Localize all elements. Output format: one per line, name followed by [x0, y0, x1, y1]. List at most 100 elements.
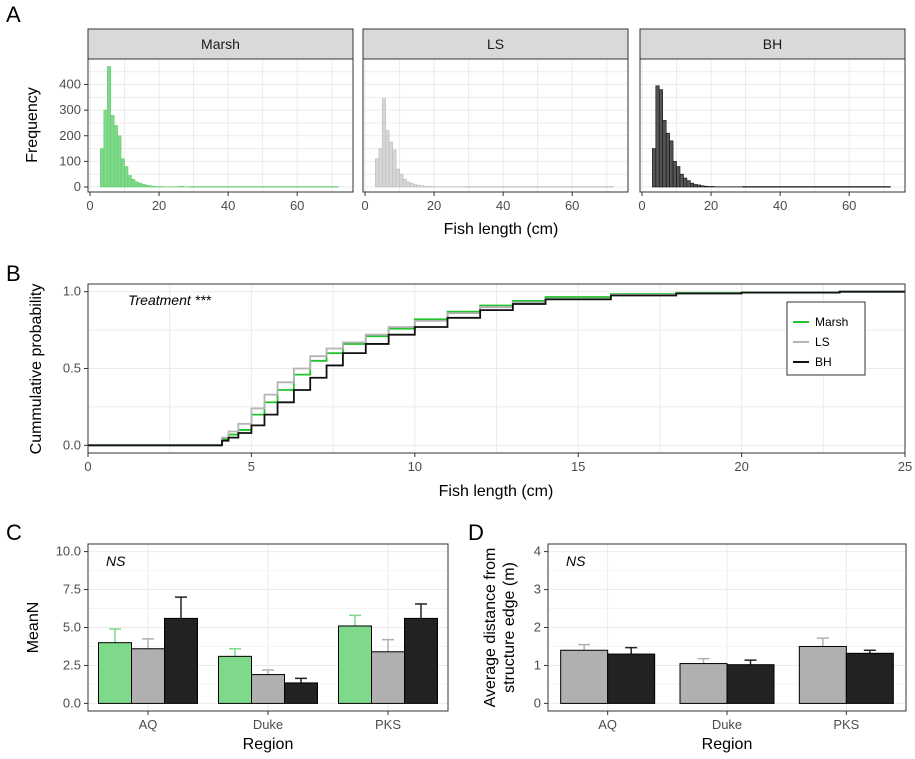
x-tick-label: Duke [253, 717, 283, 732]
x-tick-label: PKS [833, 717, 859, 732]
histogram-bar [658, 89, 664, 188]
histogram-bar [117, 135, 122, 188]
bar [371, 651, 405, 704]
facet-label: LS [487, 36, 504, 52]
facet-label: Marsh [201, 36, 240, 52]
histogram-bar [413, 184, 418, 188]
histogram-bar [707, 186, 712, 188]
bar [218, 655, 252, 704]
histogram-bar [103, 109, 108, 188]
panel-letter-d: D [468, 520, 484, 545]
ecdf-line [88, 290, 905, 447]
y-tick-label: 2.5 [63, 657, 81, 672]
histogram-bar [124, 166, 129, 188]
y-tick-label: 300 [59, 102, 81, 117]
x-tick-label: 60 [842, 198, 856, 213]
legend-label: BH [815, 355, 832, 369]
x-tick-label: 40 [496, 198, 510, 213]
x-tick-label: PKS [375, 717, 401, 732]
histogram-bar [652, 148, 657, 188]
bar [560, 649, 609, 704]
panel-letter-a: A [6, 2, 21, 27]
ns-annotation: NS [106, 553, 126, 569]
histogram-bar [158, 186, 163, 188]
bar [338, 625, 372, 704]
x-tick-label: 10 [408, 459, 422, 474]
y-tick-label: 0.0 [63, 437, 81, 452]
y-axis-title: MeanN [25, 602, 42, 654]
histogram-bar [710, 186, 715, 188]
bar [607, 653, 656, 704]
x-tick-label: AQ [598, 717, 617, 732]
histogram-bar [419, 185, 425, 188]
histogram-bar [113, 125, 118, 188]
histogram-bar [402, 179, 407, 188]
x-tick-label: 20 [427, 198, 441, 213]
histogram-bar [151, 185, 156, 188]
histogram-bar [148, 185, 153, 188]
x-tick-label: 0 [84, 459, 91, 474]
y-tick-label: 1 [534, 657, 541, 672]
histogram-bar [141, 184, 146, 188]
x-tick-label: 20 [734, 459, 748, 474]
histogram-bar [134, 181, 139, 188]
bar [98, 642, 132, 704]
bar [251, 674, 285, 704]
x-axis-title: Region [702, 736, 753, 753]
x-tick-label: AQ [139, 717, 158, 732]
x-tick-label: 25 [898, 459, 912, 474]
x-tick-label: 0 [86, 198, 93, 213]
histogram-bar [672, 161, 677, 188]
histogram-bar [155, 186, 160, 188]
histogram-bar [378, 148, 383, 188]
histogram-bar [690, 182, 695, 188]
x-tick-label: 40 [221, 198, 235, 213]
x-tick-label: 60 [290, 198, 304, 213]
facet-label: BH [763, 36, 782, 52]
histogram-bar [655, 85, 660, 188]
y-tick-label: 200 [59, 128, 81, 143]
histogram-bar [409, 182, 414, 188]
x-tick-label: 20 [704, 198, 718, 213]
y-tick-label: 0 [534, 695, 541, 710]
y-axis-title: Average distance from [482, 548, 499, 708]
x-tick-label: 5 [248, 459, 255, 474]
histogram-bar [375, 158, 380, 188]
y-tick-label: 10.0 [56, 544, 81, 559]
histogram-bar [131, 179, 136, 188]
histogram-bar [693, 184, 698, 188]
cumulative-panel: 0 5 10 15 20 25 0.0 0.5 1.0 Treatment *** Marsh LS B… [28, 283, 912, 500]
x-tick-label: 0 [638, 198, 645, 213]
x-tick-label: 0 [361, 198, 368, 213]
histogram-bar [399, 173, 404, 188]
histogram-bar [700, 185, 705, 188]
distance-panel: AQ Duke PKS 0 1 2 3 4 NS Region Average distance f… [482, 543, 907, 753]
panel-border [362, 58, 629, 193]
bar [726, 664, 775, 704]
histogram-bar [100, 148, 105, 188]
y-tick-label: 1.0 [63, 284, 81, 299]
histogram-bar [430, 186, 435, 188]
y-axis-title: Cummulative probability [28, 284, 45, 455]
y-tick-label: 4 [534, 544, 541, 559]
histogram-bar [416, 184, 421, 188]
histogram-bar [388, 141, 393, 188]
treatment-annotation: Treatment *** [128, 292, 212, 308]
x-tick-label: 20 [152, 198, 166, 213]
bar [131, 648, 165, 704]
x-axis-title: Fish length (cm) [439, 483, 554, 500]
y-tick-label: 0.0 [63, 695, 81, 710]
histogram-bar [426, 186, 431, 188]
histogram-bar [120, 158, 125, 188]
x-axis-title: Region [243, 736, 294, 753]
y-tick-label: 0.5 [63, 361, 81, 376]
legend-label: Marsh [815, 315, 848, 329]
facet-strip [87, 28, 354, 60]
histogram-bar [665, 132, 670, 188]
facet-strip [639, 28, 906, 60]
histogram-bar [110, 114, 115, 188]
panel-letter-c: C [6, 520, 22, 545]
histogram-bar [406, 181, 411, 188]
y-axis-title: Frequency [24, 87, 41, 163]
histogram-bar [381, 98, 387, 188]
